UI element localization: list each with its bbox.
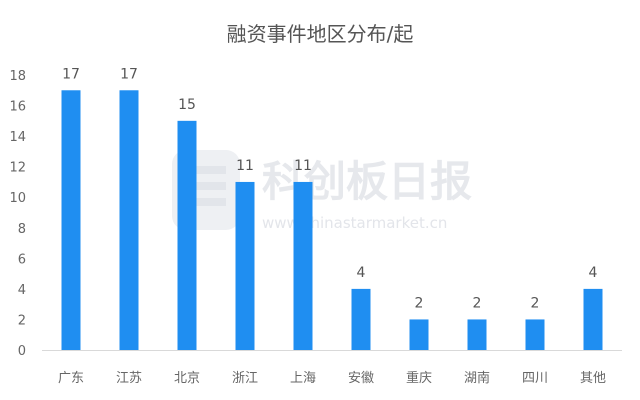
- data-labels: 17 17 15 11 11 4 2 2 2 4: [62, 66, 597, 311]
- x-tick-label: 其他: [580, 371, 606, 386]
- data-label: 11: [236, 158, 254, 174]
- bar: [61, 90, 81, 351]
- y-tick-label: 16: [9, 100, 26, 115]
- data-label: 2: [473, 295, 482, 311]
- bar: [409, 319, 429, 350]
- data-label: 4: [589, 265, 598, 281]
- y-tick-label: 6: [18, 252, 26, 267]
- y-tick-label: 8: [18, 222, 26, 237]
- watermark: 科创板日报 www.chinastarmarket.cn: [172, 150, 472, 232]
- watermark-url: www.chinastarmarket.cn: [262, 214, 447, 232]
- bar: [583, 288, 603, 350]
- x-tick-label: 安徽: [348, 371, 374, 386]
- x-tick-label: 重庆: [406, 370, 432, 386]
- bar: [351, 288, 371, 350]
- bar: [235, 181, 255, 350]
- bar: [177, 120, 197, 350]
- bar: [293, 181, 313, 350]
- data-label: 2: [415, 295, 424, 311]
- x-tick-label: 北京: [174, 371, 200, 386]
- bar: [119, 90, 139, 351]
- x-tick-label: 四川: [522, 371, 548, 386]
- watermark-logo-stripe: [186, 166, 226, 174]
- x-axis: 广东 江苏 北京 浙江 上海 安徽 重庆 湖南 四川 其他: [58, 370, 606, 386]
- watermark-logo-stripe: [186, 198, 226, 206]
- data-label: 11: [294, 158, 312, 174]
- y-tick-label: 2: [18, 313, 26, 328]
- watermark-logo-stripe: [186, 182, 226, 190]
- bar: [467, 319, 487, 350]
- x-tick-label: 上海: [290, 371, 316, 386]
- x-tick-label: 江苏: [116, 370, 142, 386]
- y-tick-label: 0: [18, 344, 26, 359]
- data-label: 2: [531, 295, 540, 311]
- y-tick-label: 12: [9, 161, 26, 176]
- y-tick-label: 18: [9, 69, 26, 84]
- x-tick-label: 湖南: [464, 370, 490, 386]
- bar: [525, 319, 545, 350]
- data-label: 15: [178, 97, 196, 113]
- y-tick-label: 10: [9, 191, 26, 206]
- chart-title: 融资事件地区分布/起: [226, 22, 414, 46]
- y-axis: 0 2 4 6 8 10 12 14 16 18: [9, 69, 26, 359]
- y-tick-label: 14: [9, 130, 26, 145]
- data-label: 17: [62, 66, 80, 82]
- bars: [61, 90, 603, 351]
- x-tick-label: 浙江: [232, 371, 258, 386]
- data-label: 4: [357, 265, 366, 281]
- y-tick-label: 4: [18, 283, 26, 298]
- x-tick-label: 广东: [58, 371, 84, 386]
- data-label: 17: [120, 66, 138, 82]
